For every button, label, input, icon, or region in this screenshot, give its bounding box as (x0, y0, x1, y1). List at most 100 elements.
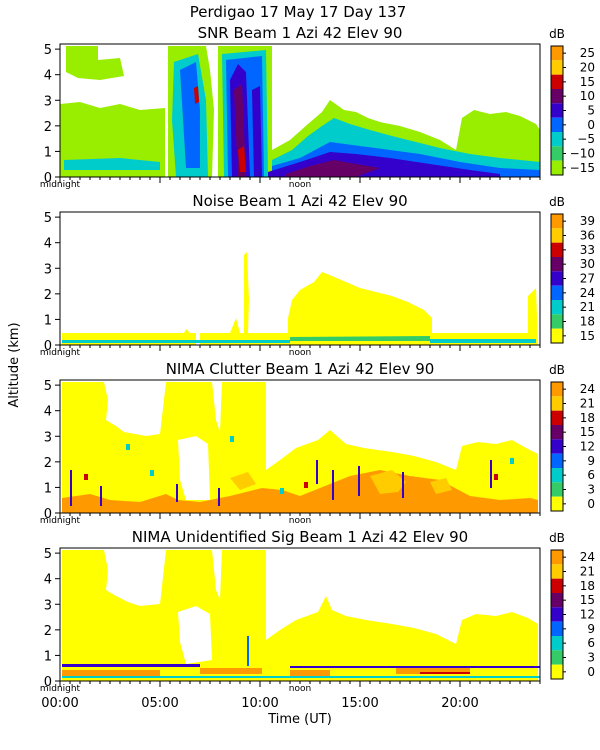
noise-y-tick-label: 0 (44, 339, 52, 354)
unidentified-region-yellow-main (62, 550, 538, 681)
unidentified-colorbar-swatch (551, 550, 563, 565)
time-tick-label: 20:00 (441, 696, 478, 711)
clutter-y-tick-label: 1 (44, 481, 52, 496)
noise-panel: Noise Beam 1 Azi 42 Elev 90 0 1 2 3 4 5 midni… (40, 192, 595, 358)
noise-colorbar-swatch (551, 242, 563, 257)
unidentified-colorbar-label: 15 (580, 593, 595, 607)
unidentified-colorbar-swatch (551, 607, 563, 622)
snr-colorbar-label: −5 (577, 132, 595, 146)
noise-noon-label: noon (289, 348, 311, 358)
unidentified-colorbar-swatch (551, 636, 563, 651)
snr-y-tick-label: 3 (44, 94, 52, 109)
clutter-region-orange-patches (230, 470, 452, 494)
clutter-colorbar-swatch (551, 496, 563, 511)
snr-colorbar-swatch (551, 46, 563, 61)
noise-region-yellow-spike (244, 252, 249, 333)
clutter-colorbar-label: 15 (580, 425, 595, 439)
unidentified-panel: NIMA Unidentified Sig Beam 1 Azi 42 Elev… (40, 528, 595, 694)
unidentified-colorbar-swatch (551, 650, 563, 665)
noise-colorbar-swatch (551, 214, 563, 229)
snr-noon-label: noon (289, 180, 311, 190)
noise-colorbar-swatch (551, 314, 563, 329)
unidentified-colorbar-label: 0 (587, 665, 595, 679)
unidentified-colorbar-label: 3 (587, 651, 595, 665)
snr-colorbar-label: 0 (587, 118, 595, 132)
unidentified-region-blue-base (62, 664, 540, 668)
snr-region-purple-afternoon (286, 160, 380, 177)
unidentified-region-spike (247, 636, 249, 666)
unidentified-unit-label: dB (549, 531, 565, 545)
clutter-noon-label: noon (289, 516, 311, 526)
clutter-x-minor-ticks (59, 513, 541, 519)
noise-region-yellow-base-2 (200, 318, 290, 345)
clutter-y-tick-label: 2 (44, 456, 52, 471)
unidentified-colorbar-swatch (551, 564, 563, 579)
clutter-midnight-label: midnight (40, 516, 81, 526)
noise-colorbar-label: 18 (580, 315, 595, 329)
snr-y-tick-label: 0 (44, 171, 52, 186)
snr-y-tick-label: 2 (44, 120, 52, 135)
x-axis-title: Time (UT) (267, 712, 332, 727)
clutter-colorbar-label: 18 (580, 411, 595, 425)
unidentified-y-tick-label: 2 (44, 624, 52, 639)
unidentified-region-cyan-base (62, 676, 540, 678)
snr-colorbar-label: −10 (570, 147, 595, 161)
unidentified-y-tick-label: 3 (44, 598, 52, 613)
noise-midnight-label: midnight (40, 348, 81, 358)
y-axis-title: Altitude (km) (7, 322, 22, 407)
snr-region-green-low (60, 102, 165, 177)
unidentified-colorbar-label: 9 (587, 622, 595, 636)
unidentified-colorbar-swatch (551, 664, 563, 679)
snr-colorbar-label: 5 (587, 104, 595, 118)
unidentified-y-tick-label: 4 (44, 573, 52, 588)
snr-region-cyan-left-band (64, 158, 160, 170)
snr-y-tick-label: 1 (44, 145, 52, 160)
clutter-colorbar-swatch (551, 468, 563, 483)
noise-colorbar-label: 27 (580, 272, 595, 286)
noise-colorbar-swatch (551, 257, 563, 272)
snr-colorbar-swatch (551, 103, 563, 118)
snr-region-indigo-column-2 (252, 86, 262, 177)
clutter-y-tick-label: 5 (44, 379, 52, 394)
clutter-y-tick-label: 0 (44, 507, 52, 522)
unidentified-panel-title: NIMA Unidentified Sig Beam 1 Azi 42 Elev… (132, 528, 468, 546)
figure-header: Perdigao 17 May 17 Day 137 (190, 3, 407, 21)
snr-colorbar-label: 20 (580, 61, 595, 75)
time-tick-label: 10:00 (241, 696, 278, 711)
snr-colorbar-swatch (551, 117, 563, 132)
clutter-colorbar-swatch (551, 439, 563, 454)
unidentified-colorbar-swatch (551, 621, 563, 636)
clutter-colorbar-label: 21 (580, 397, 595, 411)
unidentified-region-orange-base (62, 668, 470, 676)
clutter-region-white-hole (178, 436, 210, 500)
unidentified-heatmap (60, 548, 540, 681)
unidentified-colorbar-label: 18 (580, 579, 595, 593)
snr-colorbar-label: 25 (580, 46, 595, 60)
snr-panel: SNR Beam 1 Azi 42 Elev 90 (40, 24, 595, 190)
noise-colorbar-swatch (551, 228, 563, 243)
clutter-colorbar-swatch (551, 482, 563, 497)
time-tick-label: 15:00 (341, 696, 378, 711)
unidentified-colorbar-swatch (551, 593, 563, 608)
clutter-colorbar-label: 24 (580, 382, 595, 396)
snr-region-red-streak (238, 146, 246, 172)
snr-region-red-streak-2 (194, 86, 199, 104)
snr-colorbar-swatch (551, 132, 563, 147)
unidentified-region-red-base (420, 672, 470, 674)
unidentified-y-axis: 0 1 2 3 4 5 (44, 547, 60, 690)
time-tick-label: 05:00 (141, 696, 178, 711)
noise-colorbar-swatch (551, 300, 563, 315)
unidentified-y-tick-label: 5 (44, 547, 52, 562)
unidentified-colorbar-swatch (551, 578, 563, 593)
noise-y-tick-label: 1 (44, 313, 52, 328)
snr-midnight-label: midnight (40, 180, 81, 190)
unidentified-midnight-label: midnight (40, 684, 81, 694)
noise-colorbar-swatch (551, 271, 563, 286)
noise-y-tick-label: 4 (44, 237, 52, 252)
unidentified-x-minor-ticks (59, 681, 541, 687)
clutter-colorbar-swatch (551, 453, 563, 468)
